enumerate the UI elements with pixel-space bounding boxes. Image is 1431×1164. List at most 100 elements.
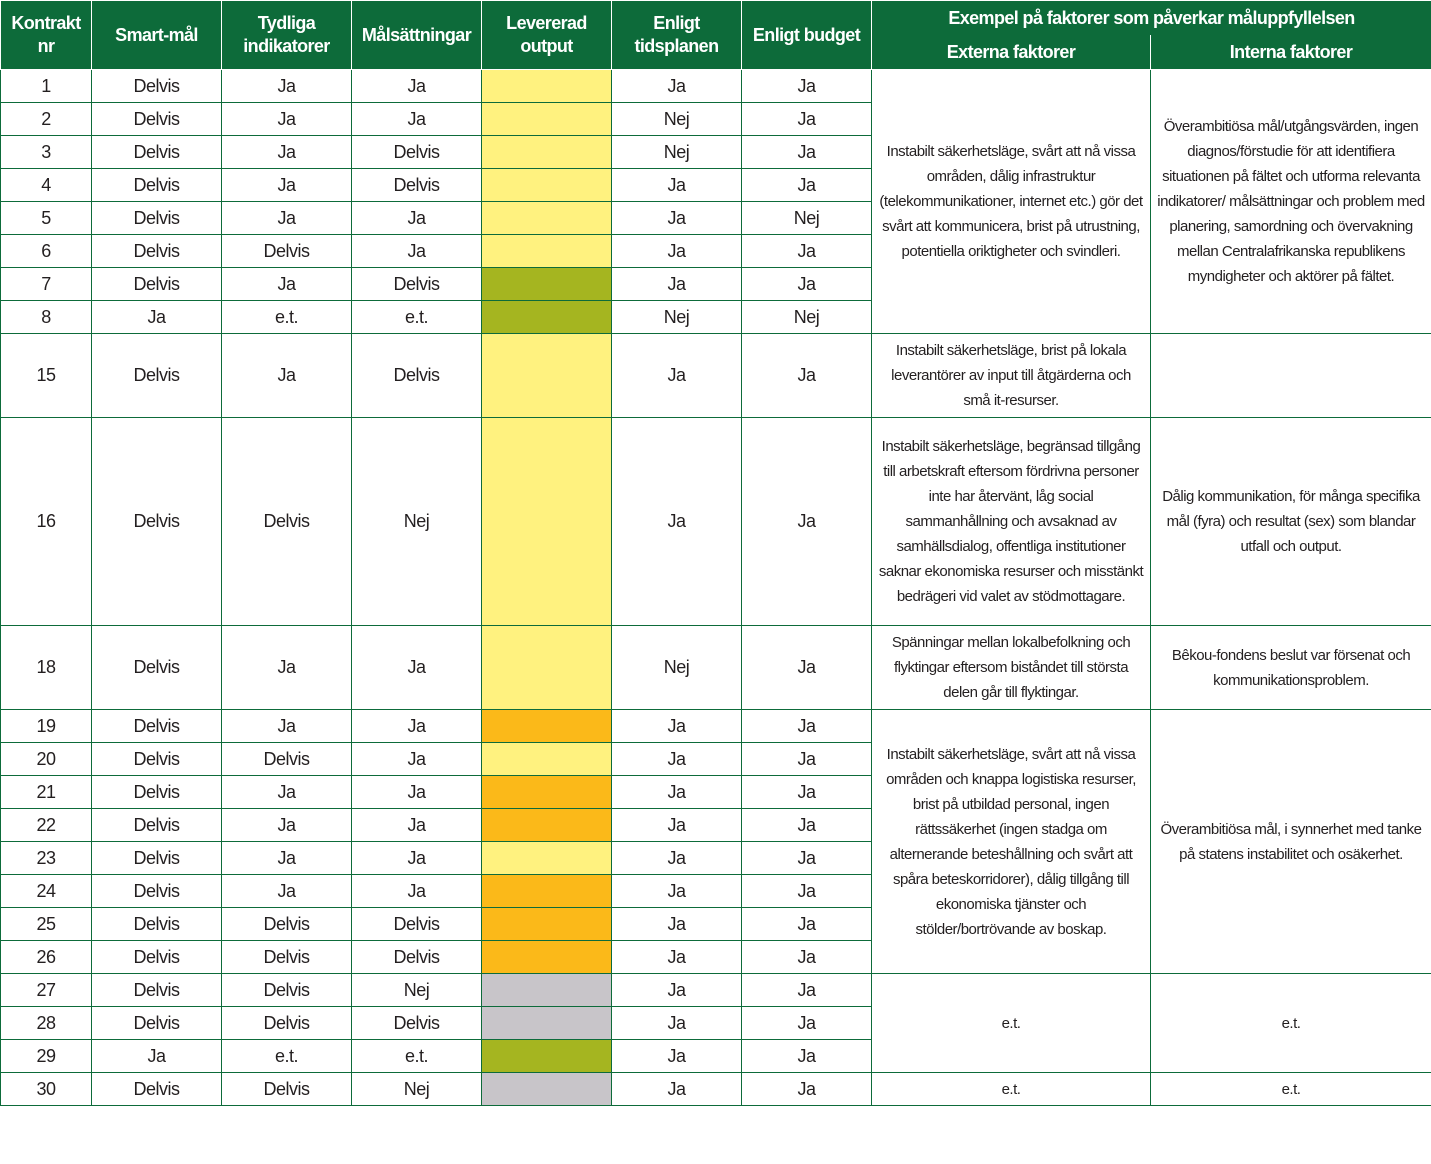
table-row: 1 Delvis Ja Ja Ja Ja Instabilt säkerhetsläge, … [0,69,1431,334]
targets-cell: Delvis [351,907,482,941]
table-row: 25 Delvis Delvis Delvis Ja Ja [0,907,1431,941]
header-contract: Kontrakt nr [0,0,92,70]
table-row: 19 Delvis Ja Ja Ja Ja Instabilt säkerhetsläge,… [0,709,1431,974]
indicators-cell: Ja [221,201,352,235]
smart-goal-cell: Delvis [91,102,222,136]
internal-factors-cell: Dålig kommunikation, för många specifika… [1149,417,1431,626]
contract-number-cell: 19 [0,709,92,743]
output-status-cell [481,267,612,301]
smart-goal-cell: Delvis [91,907,222,941]
smart-goal-cell: Delvis [91,841,222,875]
table-row: 20 Delvis Delvis Ja Ja Ja [0,742,1431,776]
indicators-cell: e.t. [221,1039,352,1073]
output-status-cell [481,1006,612,1040]
external-factors-cell: Instabilt säkerhetsläge, svårt att nå vi… [871,709,1151,974]
targets-cell: e.t. [351,300,482,334]
output-status-cell [481,874,612,908]
on-budget-cell: Ja [741,841,872,875]
on-schedule-cell: Ja [611,267,742,301]
indicators-cell: Delvis [221,940,352,974]
on-budget-cell: Ja [741,1006,872,1040]
indicators-cell: Ja [221,775,352,809]
contract-number-cell: 8 [0,300,92,334]
indicators-cell: Ja [221,267,352,301]
internal-factors-cell: e.t. [1149,973,1431,1073]
smart-goal-cell: Delvis [91,874,222,908]
contract-number-cell: 18 [0,625,92,710]
table-row: 15 Delvis Ja Delvis Ja Ja Instabilt säkerhetsl… [0,333,1431,418]
table-body: 1 Delvis Ja Ja Ja Ja Instabilt säkerhetsläge, … [0,69,1431,1106]
external-factors-cell: Instabilt säkerhetsläge, svårt att nå vi… [871,69,1151,334]
smart-goal-cell: Delvis [91,201,222,235]
smart-goal-cell: Delvis [91,69,222,103]
table-row: 7 Delvis Ja Delvis Ja Ja [0,267,1431,301]
contract-number-cell: 7 [0,267,92,301]
targets-cell: Ja [351,841,482,875]
contract-number-cell: 21 [0,775,92,809]
table-row: 6 Delvis Delvis Ja Ja Ja [0,234,1431,268]
on-budget-cell: Ja [741,135,872,169]
indicators-cell: Ja [221,709,352,743]
output-status-cell [481,1039,612,1073]
on-budget-cell: Ja [741,973,872,1007]
output-status-cell [481,841,612,875]
smart-goal-cell: Delvis [91,973,222,1007]
contract-number-cell: 5 [0,201,92,235]
external-factors-cell: Instabilt säkerhetsläge, begränsad tillg… [871,417,1151,626]
targets-cell: Delvis [351,333,482,418]
on-schedule-cell: Ja [611,1072,742,1106]
on-budget-cell: Ja [741,808,872,842]
internal-factors-cell: Överambitiösa mål/utgångsvärden, ingen d… [1149,69,1431,334]
targets-cell: Ja [351,625,482,710]
output-status-cell [481,625,612,710]
targets-cell: Nej [351,973,482,1007]
targets-cell: Ja [351,775,482,809]
contract-number-cell: 16 [0,417,92,626]
targets-cell: Ja [351,874,482,908]
targets-cell: Ja [351,102,482,136]
contract-number-cell: 3 [0,135,92,169]
on-schedule-cell: Ja [611,841,742,875]
table-row: 26 Delvis Delvis Delvis Ja Ja [0,940,1431,974]
table-row: 22 Delvis Ja Ja Ja Ja [0,808,1431,842]
on-schedule-cell: Ja [611,201,742,235]
table-row: 29 Ja e.t. e.t. Ja Ja [0,1039,1431,1073]
smart-goal-cell: Delvis [91,267,222,301]
on-schedule-cell: Ja [611,333,742,418]
indicators-cell: Delvis [221,742,352,776]
indicators-cell: Delvis [221,907,352,941]
on-budget-cell: Nej [741,201,872,235]
targets-cell: Delvis [351,135,482,169]
output-status-cell [481,775,612,809]
smart-goal-cell: Delvis [91,742,222,776]
targets-cell: Nej [351,1072,482,1106]
on-schedule-cell: Ja [611,1039,742,1073]
internal-factors-cell: Överambitiösa mål, i synnerhet med tanke… [1149,709,1431,974]
contract-number-cell: 26 [0,940,92,974]
indicators-cell: e.t. [221,300,352,334]
table-row: 30 Delvis Delvis Nej Ja Ja e.t. e.t. [0,1072,1431,1106]
table-row: 2 Delvis Ja Ja Nej Ja [0,102,1431,136]
targets-cell: Ja [351,742,482,776]
output-status-cell [481,940,612,974]
on-budget-cell: Ja [741,1039,872,1073]
contract-number-cell: 2 [0,102,92,136]
contract-number-cell: 6 [0,234,92,268]
external-factors-cell: Instabilt säkerhetsläge, brist på lokala… [871,333,1151,418]
indicators-cell: Ja [221,874,352,908]
indicators-cell: Ja [221,69,352,103]
contract-number-cell: 27 [0,973,92,1007]
on-schedule-cell: Ja [611,168,742,202]
contract-number-cell: 30 [0,1072,92,1106]
internal-factors-cell: e.t. [1149,1072,1431,1106]
table-row: 27 Delvis Delvis Nej Ja Ja e.t. e.t. [0,973,1431,1073]
contract-number-cell: 20 [0,742,92,776]
contract-number-cell: 4 [0,168,92,202]
header-budget: Enligt budget [741,0,872,70]
targets-cell: Ja [351,69,482,103]
on-schedule-cell: Ja [611,709,742,743]
contract-number-cell: 1 [0,69,92,103]
on-budget-cell: Ja [741,775,872,809]
smart-goal-cell: Delvis [91,168,222,202]
on-schedule-cell: Ja [611,69,742,103]
